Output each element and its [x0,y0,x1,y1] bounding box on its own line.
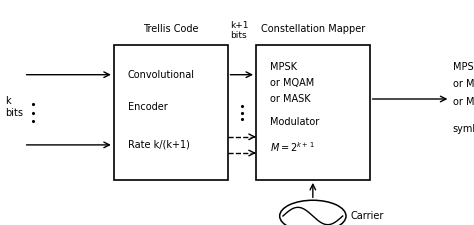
Text: or MQAM: or MQAM [270,78,314,88]
Text: or MASK: or MASK [270,94,311,104]
Text: Trellis Code: Trellis Code [143,24,199,34]
Text: Encoder: Encoder [128,102,168,112]
Text: or MASK: or MASK [453,97,474,107]
Text: Modulator: Modulator [270,117,319,127]
Text: Constellation Mapper: Constellation Mapper [261,24,365,34]
Text: MPSK: MPSK [270,62,297,72]
Text: Convolutional: Convolutional [128,70,195,80]
Text: Carrier: Carrier [351,211,384,221]
Text: or MQAM: or MQAM [453,79,474,89]
Text: $M = 2^{k+1}$: $M = 2^{k+1}$ [270,141,315,155]
Bar [114,45,228,180]
Text: k
bits: k bits [5,96,23,118]
Text: k+1
bits: k+1 bits [230,21,248,40]
Text: Rate k/(k+1): Rate k/(k+1) [128,140,190,150]
Text: symbols: symbols [453,124,474,134]
Bar [256,45,370,180]
Text: MPSK: MPSK [453,62,474,72]
